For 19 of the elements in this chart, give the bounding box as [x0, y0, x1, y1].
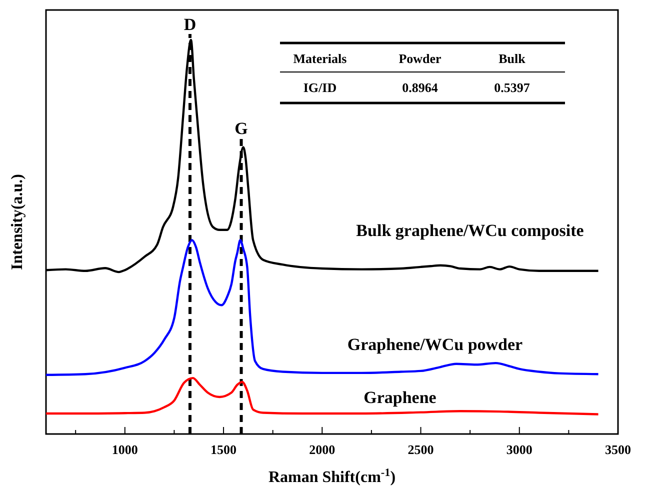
x-tick-label: 2500: [408, 442, 434, 457]
annotation: 0.8964: [402, 80, 438, 95]
series-label: Bulk graphene/WCu composite: [356, 221, 584, 240]
ref-line-label: D: [184, 15, 196, 34]
x-tick-label: 2000: [309, 442, 336, 457]
series-label: Graphene/WCu powder: [347, 335, 524, 354]
y-axis-title: Intensity(a.u.): [9, 174, 26, 270]
annotation: 0.5397: [494, 80, 530, 95]
series-label: Graphene: [364, 388, 437, 407]
x-tick-label: 1500: [210, 442, 237, 457]
annotation: Bulk: [498, 51, 526, 66]
x-tick-label: 3000: [506, 442, 532, 457]
x-tick-label: 1000: [112, 442, 138, 457]
ref-line-label: G: [234, 119, 248, 138]
annotation: IG/ID: [303, 80, 337, 95]
x-axis-title: Raman Shift(cm$^{-1}$): [268, 467, 396, 486]
x-tick-label: 3500: [605, 442, 631, 457]
annotation: Materials: [293, 51, 347, 66]
annotation: Powder: [398, 51, 442, 66]
